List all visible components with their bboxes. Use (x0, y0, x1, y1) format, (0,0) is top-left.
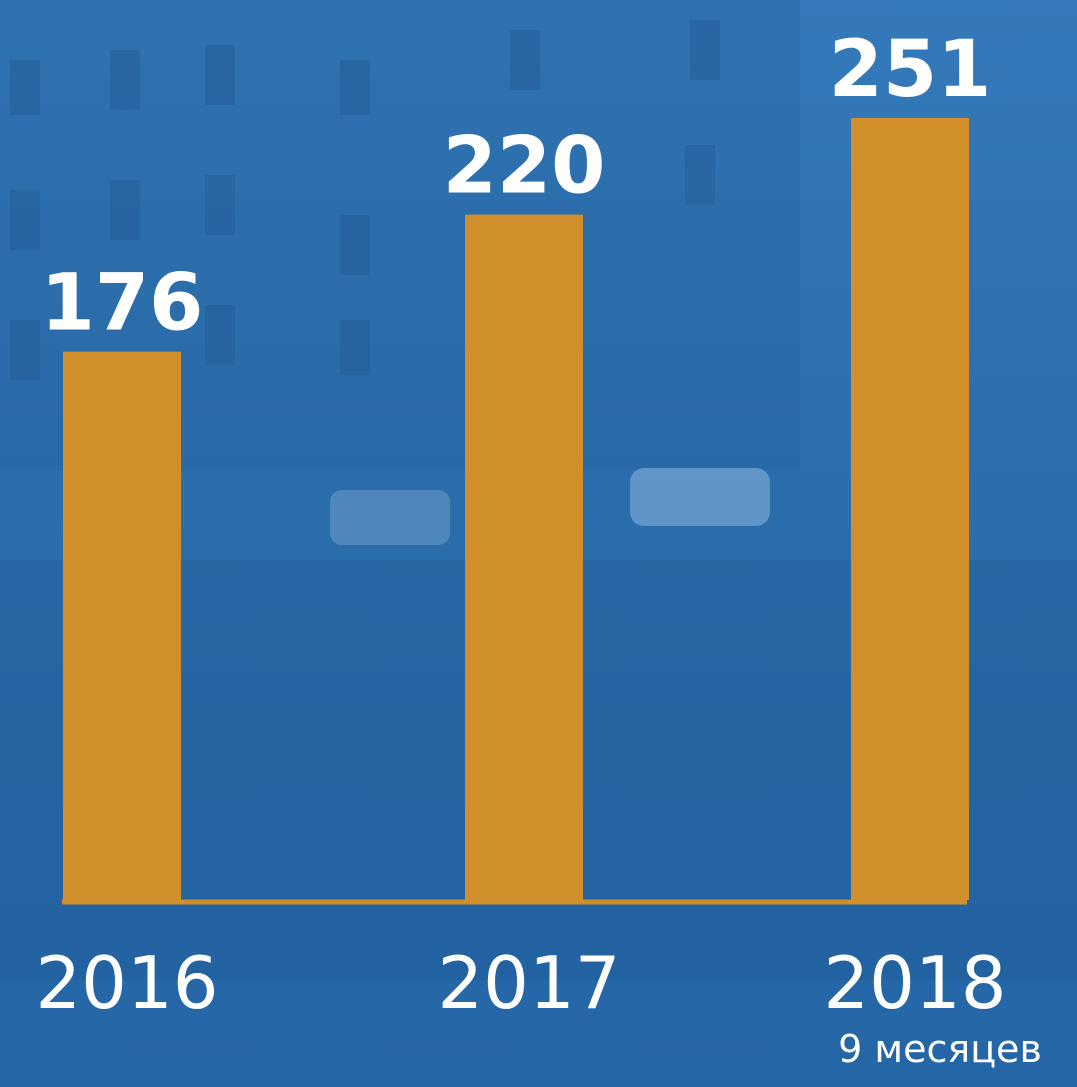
x-tick-label: 2016 (35, 941, 218, 1025)
x-tick-label: 2018 (823, 941, 1006, 1025)
value-label: 251 (829, 25, 992, 115)
value-label: 176 (41, 259, 204, 349)
bar (63, 352, 181, 900)
value-label: 220 (443, 122, 606, 212)
x-tick-label: 2017 (437, 941, 620, 1025)
bar (465, 215, 583, 900)
bar (851, 118, 969, 900)
chart: 9 месяцев 176 2016 220 2017 251 2018 (0, 0, 1077, 1087)
annotation: 9 месяцев (838, 1027, 1042, 1071)
